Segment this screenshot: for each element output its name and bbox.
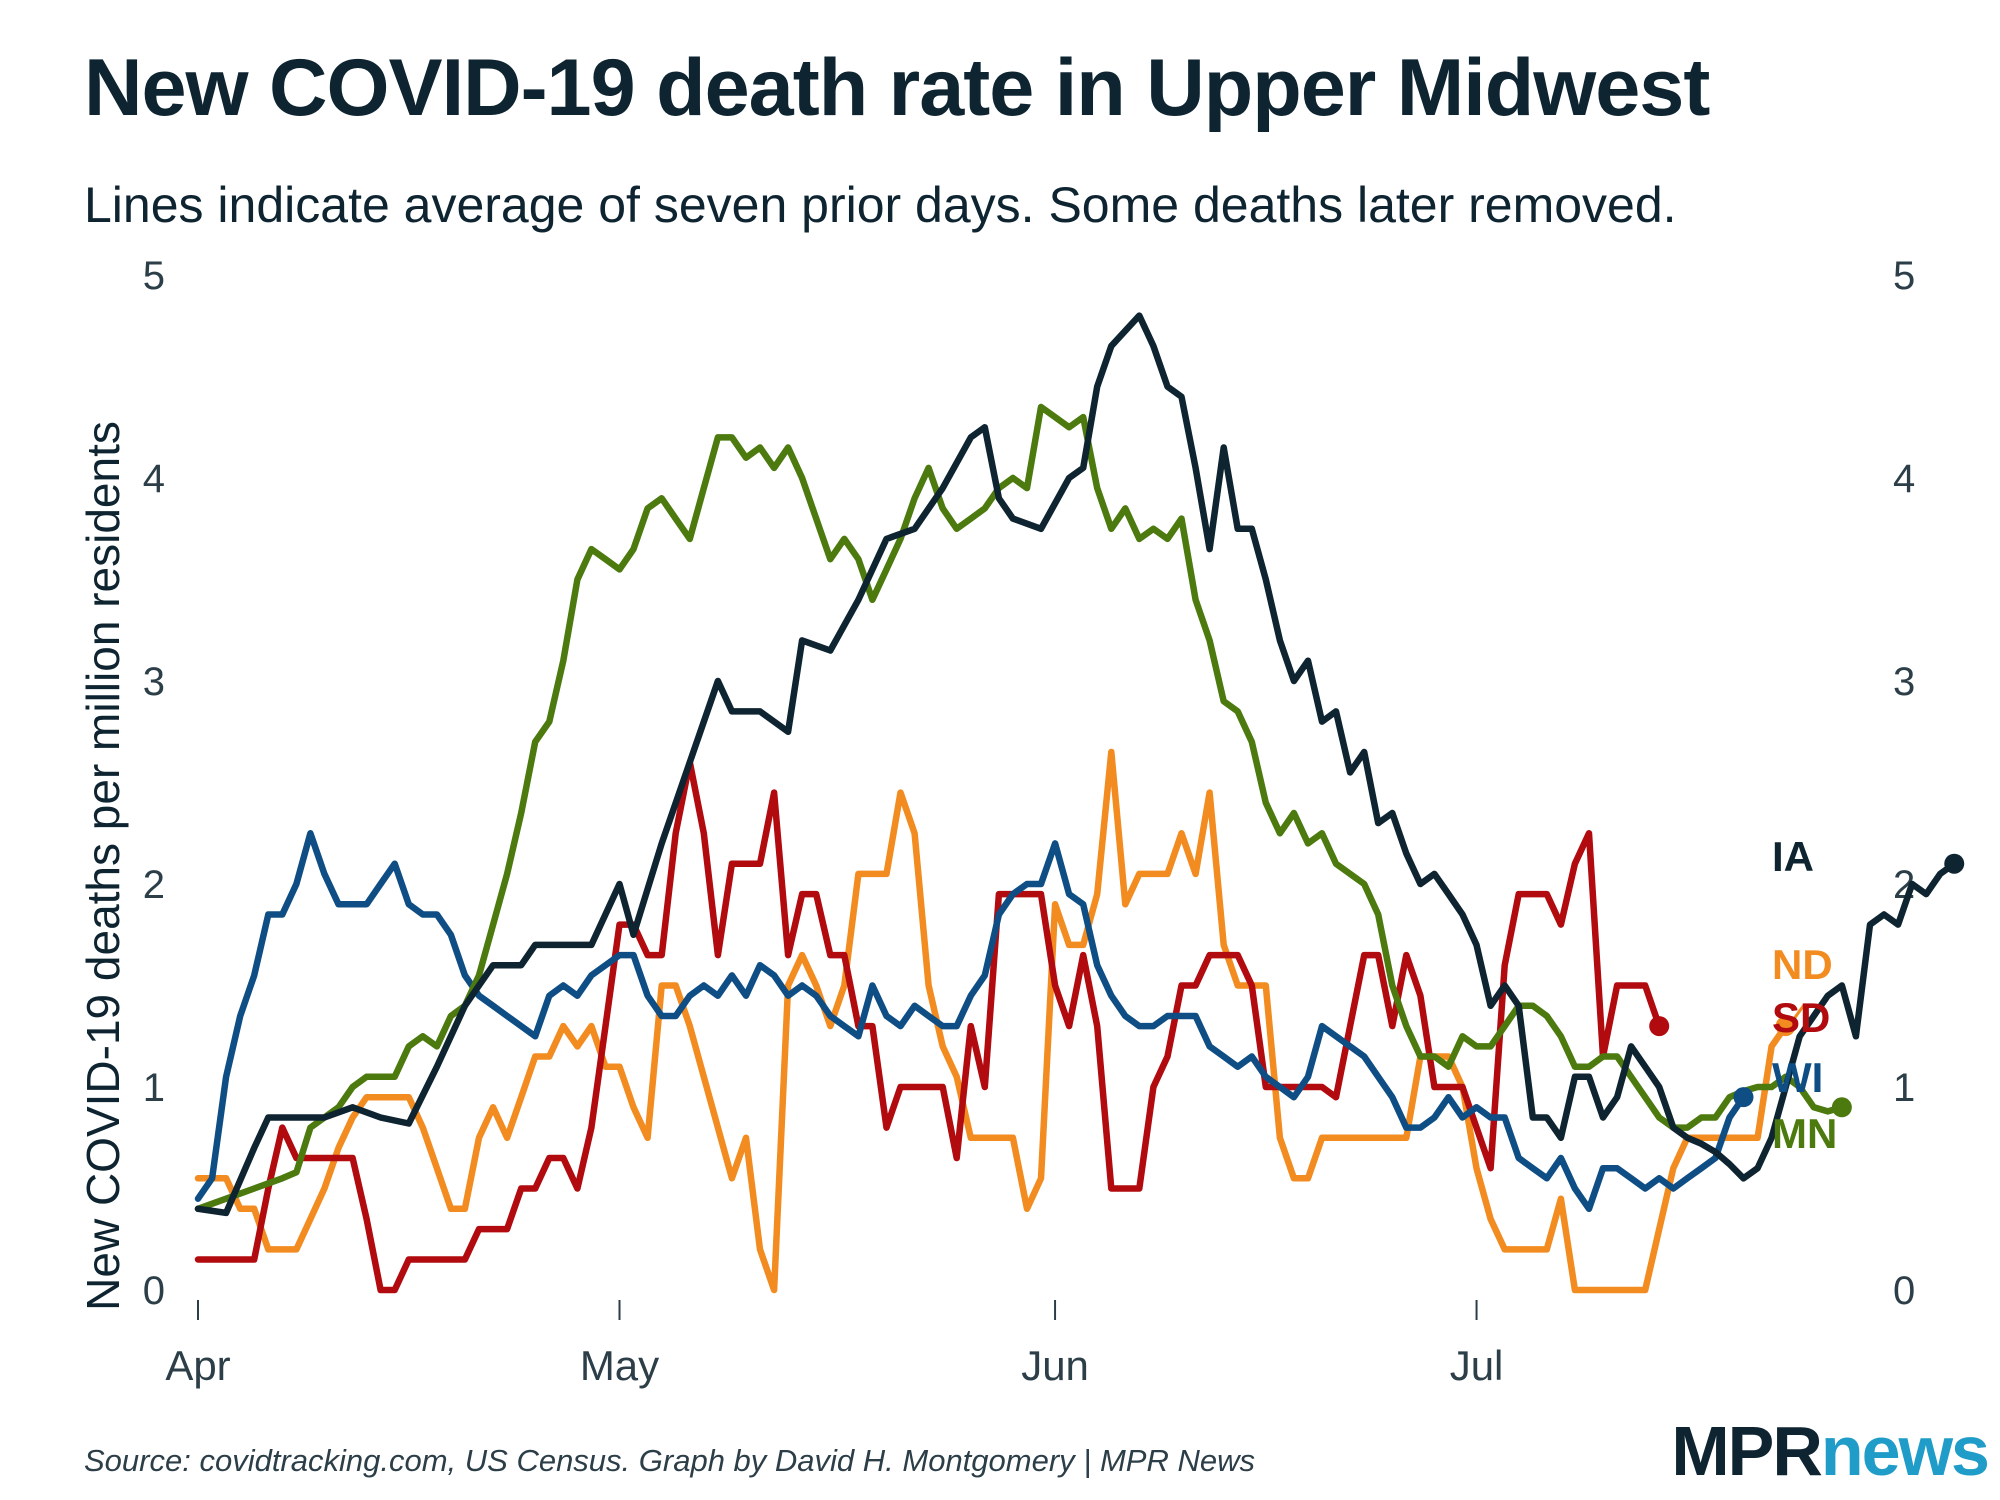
end-label-nd: ND: [1772, 941, 1833, 988]
end-label-wi: WI: [1772, 1054, 1823, 1101]
x-tick-label: May: [580, 1342, 659, 1389]
x-tick-label: Apr: [165, 1342, 230, 1389]
end-dot-ia: [1944, 853, 1965, 874]
end-dot-mn: [1831, 1097, 1852, 1118]
series-lines: [194, 312, 1958, 1294]
series-line-sd: [194, 758, 1663, 1294]
series-line-nd: [194, 748, 1789, 1294]
y-tick-label-left: 2: [143, 863, 165, 907]
end-label-ia: IA: [1772, 833, 1814, 880]
end-dot-wi: [1733, 1087, 1754, 1108]
source-note: Source: covidtracking.com, US Census. Gr…: [84, 1443, 1255, 1478]
nd-leader-line: [1790, 1004, 1806, 1023]
y-tick-label-right: 1: [1893, 1066, 1915, 1110]
chart-subtitle: Lines indicate average of seven prior da…: [84, 177, 1677, 233]
chart-title: New COVID-19 death rate in Upper Midwest: [84, 43, 1710, 133]
x-tick-label: Jul: [1450, 1342, 1504, 1389]
y-tick-label-right: 0: [1893, 1269, 1915, 1313]
x-tick-label: Jun: [1021, 1342, 1089, 1389]
end-label-mn: MN: [1772, 1110, 1837, 1157]
end-dot-sd: [1649, 1016, 1670, 1037]
x-axis: Apr May Jun Jul: [165, 1300, 1503, 1389]
y-tick-label-right: 5: [1893, 254, 1915, 298]
y-axis-left: 0 1 2 3 4 5: [143, 254, 165, 1313]
y-tick-label-left: 5: [143, 254, 165, 298]
y-tick-label-left: 1: [143, 1066, 165, 1110]
series-line-mn: [194, 403, 1846, 1213]
y-tick-label-left: 3: [143, 660, 165, 704]
logo-news: news: [1820, 1412, 1990, 1490]
end-label-sd: SD: [1772, 994, 1830, 1041]
y-tick-label-left: 0: [143, 1269, 165, 1313]
y-tick-label-left: 4: [143, 457, 165, 501]
series-line-ia: [194, 312, 1958, 1217]
series-line-wi: [194, 830, 1747, 1213]
y-tick-label-right: 4: [1893, 457, 1915, 501]
mpr-news-logo: MPRnews: [1671, 1411, 1990, 1491]
end-labels: IA ND SD WI MN: [1649, 833, 1965, 1157]
logo-mpr: MPR: [1671, 1412, 1823, 1490]
y-tick-label-right: 3: [1893, 660, 1915, 704]
